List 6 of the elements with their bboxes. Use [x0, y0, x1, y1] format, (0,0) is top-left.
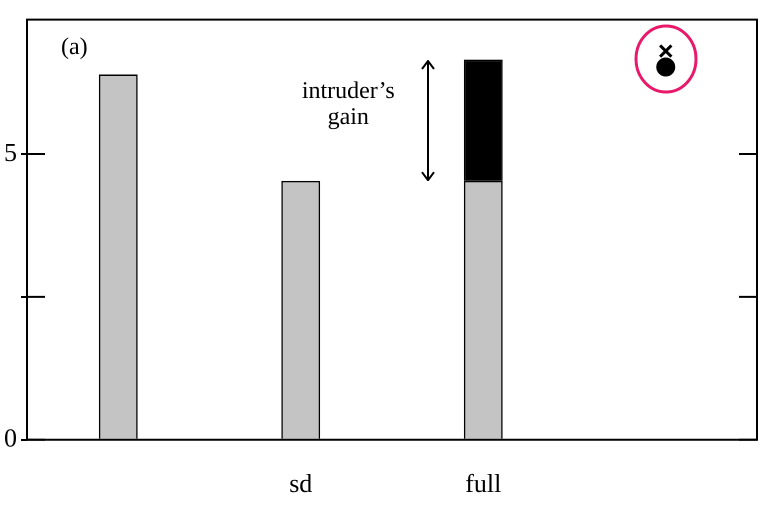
- annotation: (a): [61, 34, 88, 60]
- x-tick-label: full: [465, 469, 502, 498]
- annotation: intruder’s gain: [302, 78, 395, 130]
- y-tick-label: 5: [4, 138, 17, 167]
- x-tick-label: sd: [289, 469, 312, 498]
- y-tick-label: 0: [4, 424, 17, 453]
